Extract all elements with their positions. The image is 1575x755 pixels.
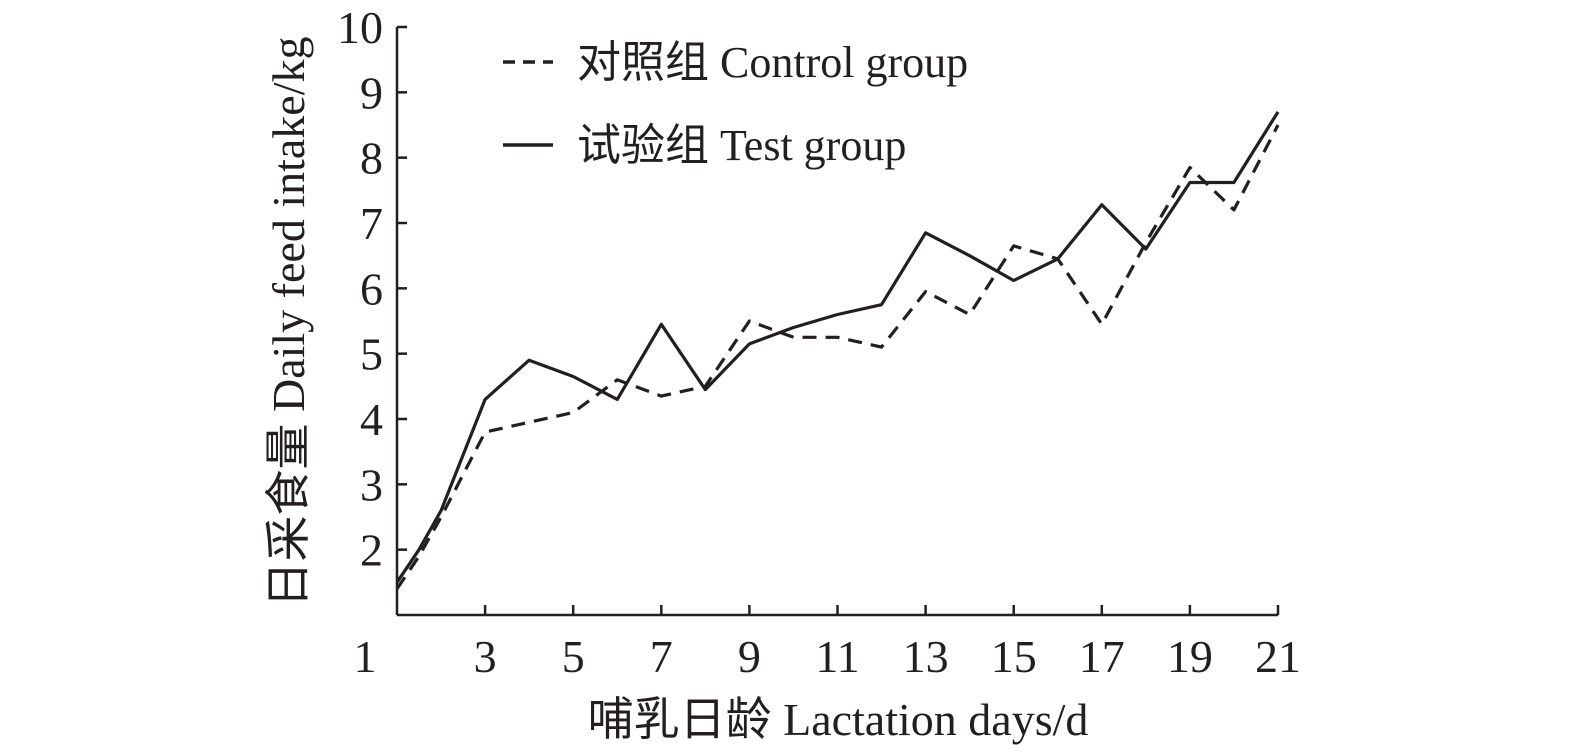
y-tick-label: 5 (360, 329, 383, 380)
control-group-line (395, 124, 1280, 590)
x-tick-label: 19 (1167, 631, 1213, 682)
y-tick-label: 9 (360, 67, 383, 118)
x-tick-label: 15 (991, 631, 1037, 682)
x-tick-label: 17 (1079, 631, 1125, 682)
legend-label-test: 试验组 Test group (577, 121, 906, 170)
x-tick-label: 11 (815, 631, 859, 682)
test-group-line (395, 111, 1280, 584)
y-tick-label: 3 (360, 459, 383, 510)
y-tick-label: 2 (360, 525, 383, 576)
y-tick-label: 10 (337, 2, 383, 53)
x-axis-ticks: 1 3 5 7 9 11 13 15 17 19 21 (354, 605, 1301, 682)
x-tick-label: 1 (354, 631, 377, 682)
chart-axes (395, 27, 1278, 617)
x-tick-label: 5 (562, 631, 585, 682)
x-tick-label: 13 (903, 631, 949, 682)
legend-label-control: 对照组 Control group (577, 38, 968, 87)
x-tick-label: 7 (650, 631, 673, 682)
x-tick-label: 9 (738, 631, 761, 682)
x-tick-label: 3 (474, 631, 497, 682)
y-tick-label: 4 (360, 394, 383, 445)
legend: 对照组 Control group 试验组 Test group (503, 38, 968, 170)
y-axis-title: 日采食量 Daily feed intake/kg (263, 36, 314, 607)
series-layer (395, 111, 1280, 590)
y-axis-ticks: 2 3 4 5 6 7 8 9 10 (337, 2, 407, 576)
y-tick-label: 6 (360, 263, 383, 314)
x-axis-title: 哺乳日龄 Lactation days/d (588, 694, 1089, 745)
y-tick-label: 8 (360, 133, 383, 184)
x-tick-label: 21 (1255, 631, 1301, 682)
y-tick-label: 7 (360, 198, 383, 249)
